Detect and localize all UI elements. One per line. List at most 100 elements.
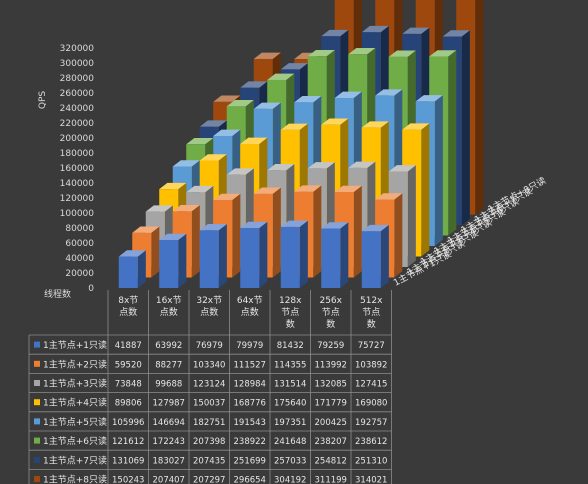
data-label: 121612 — [112, 437, 144, 447]
category-label: 64x节点数 — [237, 295, 263, 318]
data-label: 207407 — [153, 476, 185, 484]
data-label: 296654 — [234, 476, 266, 484]
y-tick-label: 80000 — [65, 224, 94, 234]
data-label: 150037 — [193, 399, 225, 409]
y-tick-label: 60000 — [65, 239, 94, 249]
y-tick-label: 280000 — [60, 74, 95, 84]
x-axis-title: 线程数 — [44, 288, 71, 300]
data-label: 175640 — [274, 399, 306, 409]
data-label: 314021 — [355, 476, 387, 484]
series-name: 1主节点+4只读 — [43, 397, 107, 409]
data-label: 197351 — [274, 418, 306, 428]
data-table: 8x节点数 16x节点数 32x节点数 64x节点数 128x 节点数 256x 节点数 512… — [28, 290, 392, 484]
legend-swatch — [34, 380, 40, 386]
data-label: 241648 — [274, 437, 306, 447]
data-label: 123124 — [193, 380, 225, 390]
y-tick-label: 160000 — [60, 164, 95, 174]
data-label: 311199 — [315, 476, 347, 484]
series-name: 1主节点+3只读 — [43, 378, 107, 390]
data-label: 169080 — [355, 399, 387, 409]
y-tick-label: 220000 — [60, 119, 95, 129]
series-name: 1主节点+8只读 — [43, 474, 107, 484]
series-depth-label: 1主节点+8只读 — [486, 175, 548, 216]
category-label: 512x 节点数 — [360, 296, 383, 330]
legend-swatch — [34, 437, 40, 444]
legend-swatch — [34, 456, 40, 463]
legend-swatch — [34, 418, 40, 425]
data-label: 114355 — [274, 360, 306, 370]
data-label: 99688 — [155, 380, 182, 390]
data-label: 172243 — [153, 437, 185, 447]
data-label: 207297 — [193, 476, 225, 484]
data-label: 88277 — [155, 360, 182, 370]
data-label: 251699 — [234, 456, 266, 466]
legend-swatch — [34, 399, 40, 406]
data-label: 238207 — [315, 437, 347, 447]
legend-swatch — [34, 341, 40, 348]
y-tick-label: 300000 — [60, 59, 95, 69]
bar — [159, 233, 187, 288]
series-name: 1主节点+2只读 — [43, 358, 107, 370]
data-label: 131514 — [274, 380, 306, 390]
data-label: 81432 — [277, 341, 304, 351]
data-label: 150243 — [112, 476, 144, 484]
category-label: 8x节点数 — [118, 295, 138, 318]
data-label: 127987 — [153, 399, 185, 409]
data-label: 207398 — [193, 437, 225, 447]
y-tick-label: 20000 — [65, 269, 94, 279]
data-label: 182751 — [193, 418, 225, 428]
data-label: 73848 — [115, 380, 142, 390]
data-label: 183027 — [153, 456, 185, 466]
y-tick-label: 140000 — [60, 179, 95, 189]
data-label: 105996 — [112, 418, 144, 428]
y-tick-label: 320000 — [60, 44, 95, 54]
data-label: 254812 — [315, 456, 347, 466]
bar — [240, 221, 268, 288]
series-name: 1主节点+7只读 — [43, 454, 107, 466]
y-tick-label: 120000 — [60, 194, 95, 204]
y-tick-label: 200000 — [60, 134, 95, 144]
bar — [118, 250, 146, 288]
legend-swatch — [34, 476, 40, 482]
data-label: 128984 — [234, 380, 266, 390]
y-tick-label: 0 — [88, 284, 94, 294]
data-label: 207435 — [193, 456, 225, 466]
bar — [321, 222, 349, 288]
data-label: 238612 — [355, 437, 387, 447]
data-label: 251310 — [355, 456, 387, 466]
category-label: 256x 节点数 — [319, 296, 342, 330]
legend-swatch — [34, 360, 40, 367]
data-label: 111527 — [234, 360, 266, 370]
data-label: 79259 — [317, 341, 344, 351]
data-label: 103340 — [193, 360, 225, 370]
data-label: 113992 — [315, 360, 347, 370]
data-label: 238922 — [234, 437, 266, 447]
category-label: 128x 节点数 — [279, 296, 302, 330]
y-tick-label: 260000 — [60, 89, 95, 99]
data-label: 131069 — [112, 456, 144, 466]
bar — [361, 224, 389, 288]
data-label: 59520 — [115, 360, 142, 370]
y-tick-label: 240000 — [60, 104, 95, 114]
data-label: 63992 — [155, 341, 182, 351]
bar-plot — [118, 0, 484, 288]
data-label: 168776 — [234, 399, 266, 409]
data-label: 127415 — [355, 380, 387, 390]
data-label: 200425 — [315, 418, 347, 428]
data-label: 304192 — [274, 476, 306, 484]
data-label: 146694 — [153, 418, 185, 428]
data-label: 191543 — [234, 418, 266, 428]
y-axis-title: QPS — [38, 91, 48, 110]
data-label: 192757 — [355, 418, 387, 428]
series-name: 1主节点+1只读 — [43, 339, 107, 351]
data-label: 132085 — [315, 380, 347, 390]
category-label: 32x节点数 — [196, 295, 222, 318]
series-name: 1主节点+6只读 — [43, 435, 107, 447]
y-tick-label: 100000 — [60, 209, 95, 219]
category-label: 16x节点数 — [156, 295, 182, 318]
bar — [199, 223, 227, 288]
data-label: 257033 — [274, 456, 306, 466]
data-label: 171779 — [315, 399, 347, 409]
y-tick-label: 180000 — [60, 149, 95, 159]
